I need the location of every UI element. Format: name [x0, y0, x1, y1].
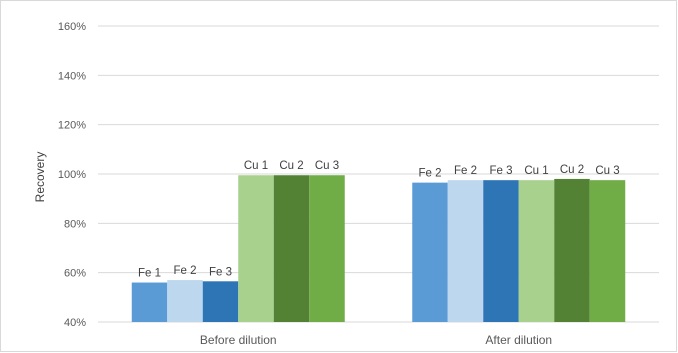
category-labels: Before dilution After dilution	[200, 333, 552, 347]
bar	[131, 282, 168, 322]
bar-data-label: Fe 2	[173, 265, 196, 277]
y-tick-label: 40%	[64, 317, 86, 329]
y-axis-title: Recovery	[33, 152, 47, 203]
bar-data-label: Cu 3	[595, 165, 619, 177]
bar-data-label: Cu 1	[524, 165, 548, 177]
x-category-label: Before dilution	[200, 333, 277, 347]
bar-data-label: Cu 2	[560, 164, 584, 176]
x-category-label: After dilution	[485, 333, 552, 347]
bar-data-label: Fe 3	[209, 266, 232, 278]
bar	[309, 175, 345, 322]
bar-data-label: Cu 2	[279, 160, 303, 172]
bar	[447, 180, 484, 322]
y-tick-label: 100%	[58, 169, 86, 181]
bar	[589, 180, 626, 322]
y-axis-tick-labels: 40% 60% 80% 100% 120% 140% 160%	[58, 21, 86, 329]
bar-data-label: Fe 2	[454, 165, 477, 177]
bar-data-label: Cu 1	[244, 160, 268, 172]
bar-data-label: Cu 3	[315, 160, 339, 172]
bar	[238, 175, 274, 322]
y-tick-label: 120%	[58, 120, 86, 132]
bar	[412, 182, 448, 322]
y-tick-label: 80%	[64, 218, 86, 230]
bars	[131, 175, 626, 322]
y-tick-label: 140%	[58, 70, 86, 82]
bar	[483, 180, 519, 322]
bar-data-label: Fe 2	[418, 168, 441, 180]
bar	[167, 280, 203, 322]
bar	[273, 175, 310, 322]
bar	[554, 178, 590, 322]
bar-data-label: Fe 3	[489, 165, 512, 177]
y-tick-label: 160%	[58, 21, 86, 33]
y-tick-label: 60%	[64, 268, 86, 280]
bar	[202, 281, 239, 322]
bar-labels: Fe 1 Fe 2 Fe 3 Cu 1 Cu 2 Cu 3 Fe 2 Fe 2 Fe 3 Cu 1…	[138, 160, 620, 279]
bar-data-label: Fe 1	[138, 268, 161, 280]
bar	[518, 180, 555, 322]
